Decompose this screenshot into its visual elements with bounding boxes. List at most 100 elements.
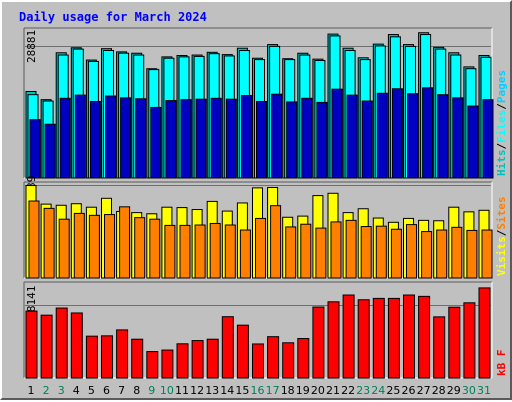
bar-visits-sites-22 (345, 219, 357, 279)
bar-kbytes-kb-f-26 (403, 294, 415, 379)
bar-hits-pages-24 (376, 92, 388, 179)
bar-visits-sites-4 (73, 212, 85, 279)
x-tick-label-12: 12 (190, 384, 204, 397)
legend-separator: / (495, 229, 508, 236)
bar-kbytes-kb-f-29 (448, 306, 461, 379)
panel-visits: 239Visits/Sites (23, 176, 508, 279)
bar-kbytes-kb-f-11 (176, 343, 189, 379)
y-tick-label: 28881 (25, 30, 38, 63)
x-tick-label-9: 9 (148, 384, 155, 397)
bar-kbytes-kb-f-15 (236, 324, 249, 379)
bar-kbytes-kb-f-12 (191, 340, 204, 379)
bar-kbytes-kb-f-10 (161, 349, 174, 379)
x-tick-label-1: 1 (28, 384, 35, 397)
legend-sites: Sites (495, 197, 508, 230)
x-tick-label-25: 25 (386, 384, 400, 397)
bar-kbytes-kb-f-25 (387, 297, 400, 379)
x-tick-label-22: 22 (341, 384, 355, 397)
bar-visits-sites-11 (179, 224, 191, 279)
x-tick-label-14: 14 (220, 384, 234, 397)
bar-kbytes-kb-f-23 (357, 299, 370, 379)
x-tick-label-3: 3 (58, 384, 65, 397)
bar-hits-pages-26 (407, 93, 418, 179)
bar-hits-pages-20 (316, 101, 328, 179)
bar-hits-pages-1 (29, 119, 41, 179)
bar-visits-sites-20 (315, 227, 327, 279)
x-tick-label-30: 30 (462, 384, 476, 397)
bar-visits-sites-13 (209, 222, 221, 279)
bar-visits-sites-29 (451, 226, 463, 279)
bar-visits-sites-12 (194, 224, 206, 279)
bar-hits-pages-12 (195, 98, 207, 179)
bar-kbytes-kb-f-30 (463, 302, 476, 379)
bar-kbytes-kb-f-22 (342, 294, 355, 379)
x-tick-label-20: 20 (311, 384, 325, 397)
x-tick-label-28: 28 (432, 384, 446, 397)
bar-visits-sites-14 (224, 224, 236, 279)
bar-kbytes-kb-f-1 (25, 310, 38, 379)
bar-visits-sites-9 (149, 218, 161, 279)
bar-kbytes-kb-f-31 (478, 287, 491, 379)
bar-visits-sites-23 (360, 226, 372, 279)
bar-visits-sites-26 (406, 224, 417, 279)
bar-visits-sites-25 (390, 228, 402, 279)
chart-title: Daily usage for March 2024 (19, 10, 207, 24)
x-tick-label-11: 11 (175, 384, 189, 397)
bar-hits-pages-3 (59, 97, 71, 179)
bar-visits-sites-17 (270, 205, 282, 279)
bar-visits-sites-6 (104, 214, 115, 279)
x-tick-label-21: 21 (326, 384, 340, 397)
bar-hits-pages-22 (346, 94, 358, 179)
legend-pages: Pages (495, 70, 508, 103)
x-tick-label-6: 6 (103, 384, 110, 397)
bar-visits-sites-18 (285, 226, 297, 279)
x-tick-label-13: 13 (205, 384, 219, 397)
x-tick-label-27: 27 (417, 384, 431, 397)
x-tick-label-23: 23 (356, 384, 370, 397)
legend-separator: / (495, 103, 508, 110)
bar-visits-sites-21 (330, 221, 342, 279)
bar-visits-sites-30 (466, 229, 478, 279)
bar-hits-pages-4 (74, 94, 86, 179)
bar-hits-pages-19 (301, 97, 313, 179)
bar-kbytes-kb-f-4 (70, 312, 83, 379)
bar-visits-sites-5 (88, 214, 100, 279)
bar-kbytes-kb-f-19 (297, 338, 310, 379)
series-legend-hits: Hits/Files/Pages (495, 70, 508, 176)
x-tick-label-17: 17 (266, 384, 280, 397)
bar-hits-pages-9 (150, 106, 162, 179)
x-tick-label-7: 7 (118, 384, 125, 397)
bar-hits-pages-16 (256, 100, 267, 179)
bar-kbytes-kb-f-24 (372, 297, 385, 379)
bar-kbytes-kb-f-20 (312, 306, 325, 379)
bar-hits-pages-28 (437, 94, 449, 179)
bar-kbytes-kb-f-27 (418, 295, 431, 379)
bar-visits-sites-2 (43, 207, 55, 279)
bar-kbytes-kb-f-8 (131, 338, 144, 379)
bar-visits-sites-7 (119, 206, 131, 279)
bar-hits-pages-27 (422, 87, 434, 179)
x-tick-label-5: 5 (88, 384, 95, 397)
legend-separator: / (495, 143, 508, 150)
legend-files: Files (495, 110, 508, 143)
bar-hits-pages-2 (44, 123, 56, 179)
bar-visits-sites-19 (300, 223, 312, 279)
x-tick-label-2: 2 (43, 384, 50, 397)
bar-hits-pages-11 (180, 99, 192, 179)
x-tick-label-10: 10 (160, 384, 174, 397)
x-tick-label-15: 15 (235, 384, 249, 397)
legend-kb-f: kB F (495, 350, 508, 377)
bar-visits-sites-8 (134, 217, 146, 279)
bar-hits-pages-10 (165, 100, 177, 179)
panel-hits: 28881 Hits/Files/Pages (23, 27, 508, 179)
bar-visits-sites-16 (255, 217, 266, 279)
bar-visits-sites-24 (375, 225, 387, 279)
bar-visits-sites-28 (436, 229, 448, 279)
bar-kbytes-kb-f-7 (116, 329, 129, 379)
bar-hits-pages-6 (105, 95, 116, 179)
bar-hits-pages-15 (240, 95, 252, 179)
bar-hits-pages-29 (452, 97, 464, 179)
